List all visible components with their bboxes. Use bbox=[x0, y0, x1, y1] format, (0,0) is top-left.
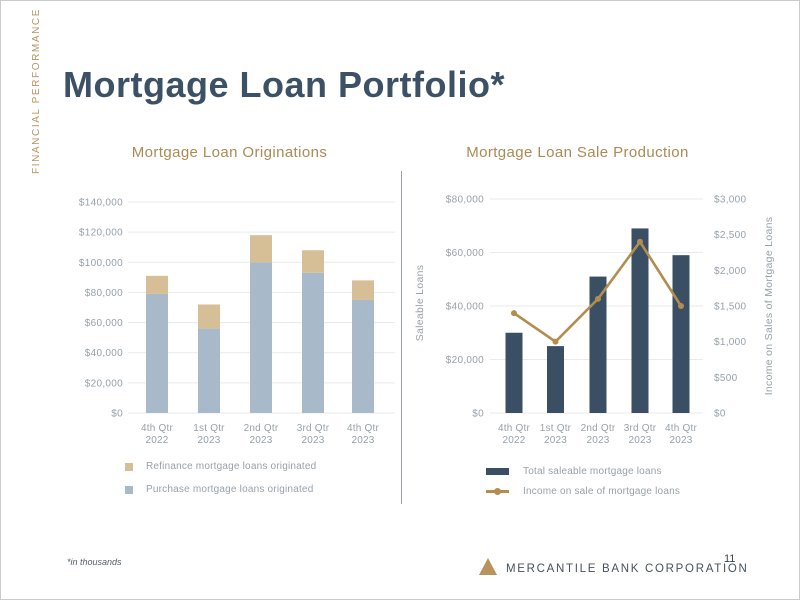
y-tick-label: $20,000 bbox=[85, 378, 123, 389]
sale-production-chart-title: Mortgage Loan Sale Production bbox=[466, 144, 689, 161]
chart-divider bbox=[401, 171, 402, 504]
x-category-label: 4th Qtr bbox=[347, 423, 379, 434]
legend-item-saleable: Total saleable mortgage loans bbox=[486, 466, 680, 477]
refinance-bar-segment bbox=[302, 250, 324, 273]
x-category-label: 1st Qtr bbox=[540, 423, 572, 434]
company-logo-triangle-icon bbox=[479, 558, 497, 575]
left-y-tick-label: $0 bbox=[472, 409, 484, 420]
right-y-tick-label: $1,000 bbox=[714, 337, 747, 348]
legend-item-refinance: Refinance mortgage loans originated bbox=[125, 461, 316, 472]
legend-item-income: Income on sale of mortgage loans bbox=[486, 486, 680, 497]
income-line-marker bbox=[552, 338, 559, 345]
originations-chart: $140,000 $120,000 $100,000 $80,000 $60,000 $4… bbox=[79, 198, 395, 446]
saleable-loans-bar bbox=[672, 255, 690, 413]
right-y-tick-label: $2,000 bbox=[714, 266, 747, 277]
x-category-label: 3rd Qtr bbox=[624, 423, 657, 434]
y-tick-label: $80,000 bbox=[85, 288, 123, 299]
x-category-label: 2023 bbox=[628, 435, 651, 446]
saleable-bar-swatch-icon bbox=[486, 468, 509, 475]
refinance-swatch-icon bbox=[125, 462, 133, 471]
purchase-swatch-icon bbox=[125, 485, 133, 494]
left-y-tick-label: $40,000 bbox=[446, 302, 484, 313]
y-tick-label: $60,000 bbox=[85, 318, 123, 329]
right-y-tick-label: $0 bbox=[714, 409, 726, 420]
left-y-tick-label: $20,000 bbox=[446, 355, 484, 366]
x-category-label: 2023 bbox=[249, 435, 272, 446]
legend-label-income: Income on sale of mortgage loans bbox=[523, 486, 681, 497]
refinance-bar-segment bbox=[198, 304, 220, 329]
x-category-label: 1st Qtr bbox=[193, 423, 225, 434]
x-category-label: 2023 bbox=[351, 435, 374, 446]
legend-label-saleable: Total saleable mortgage loans bbox=[523, 466, 662, 477]
income-line-swatch-icon bbox=[486, 488, 509, 495]
purchase-bar-segment bbox=[146, 293, 168, 413]
sale-production-legend: Total saleable mortgage loans Income on … bbox=[486, 466, 680, 506]
y-tick-label: $0 bbox=[111, 409, 123, 420]
x-category-label: 2022 bbox=[145, 435, 168, 446]
sale-production-chart: $80,000 $60,000 $40,000 $20,000 $0 $3,000 $2,5… bbox=[446, 195, 747, 447]
y-tick-label: $120,000 bbox=[79, 228, 123, 239]
refinance-bar-segment bbox=[146, 275, 168, 294]
page-number: 11 bbox=[724, 553, 736, 565]
x-category-label: 4th Qtr bbox=[498, 423, 530, 434]
x-category-label: 4th Qtr bbox=[141, 423, 173, 434]
legend-item-purchase: Purchase mortgage loans originated bbox=[125, 484, 316, 495]
income-line-marker bbox=[678, 303, 684, 309]
x-category-label: 2023 bbox=[669, 435, 692, 446]
income-line-marker bbox=[511, 310, 517, 317]
x-category-label: 4th Qtr bbox=[665, 423, 697, 434]
x-category-label: 2023 bbox=[544, 435, 567, 446]
originations-legend: Refinance mortgage loans originated Purc… bbox=[125, 461, 316, 507]
x-category-label: 3rd Qtr bbox=[297, 423, 330, 434]
saleable-loans-bar bbox=[631, 228, 649, 413]
originations-chart-title: Mortgage Loan Originations bbox=[131, 144, 328, 161]
y-tick-label: $100,000 bbox=[79, 258, 123, 269]
saleable-loans-bar bbox=[589, 276, 607, 413]
left-y-tick-label: $60,000 bbox=[446, 248, 484, 259]
footnote: *in thousands bbox=[67, 557, 122, 567]
x-category-label: 2023 bbox=[197, 435, 220, 446]
saleable-loans-bar bbox=[505, 332, 523, 413]
legend-label-purchase: Purchase mortgage loans originated bbox=[146, 484, 314, 495]
right-y-tick-label: $500 bbox=[714, 373, 738, 384]
footer-brand: MERCANTILE BANK CORPORATION bbox=[479, 558, 749, 575]
x-category-label: 2023 bbox=[301, 435, 324, 446]
refinance-bar-segment bbox=[250, 235, 272, 263]
purchase-bar-segment bbox=[250, 262, 272, 413]
right-y-tick-label: $3,000 bbox=[714, 195, 747, 206]
purchase-bar-segment bbox=[302, 272, 324, 413]
sidebar-section-label: FINANCIAL PERFORMANCE bbox=[31, 7, 42, 174]
y-tick-label: $140,000 bbox=[79, 198, 123, 209]
x-category-label: 2nd Qtr bbox=[581, 423, 616, 434]
x-category-label: 2023 bbox=[586, 435, 609, 446]
company-name: MERCANTILE BANK CORPORATION bbox=[506, 562, 749, 575]
right-y-tick-label: $1,500 bbox=[714, 302, 747, 313]
saleable-loans-bar bbox=[547, 346, 564, 413]
income-line-marker bbox=[637, 238, 643, 245]
y-tick-label: $40,000 bbox=[85, 348, 123, 359]
page-title: Mortgage Loan Portfolio* bbox=[63, 64, 505, 105]
purchase-bar-segment bbox=[198, 328, 220, 413]
income-line-marker bbox=[595, 295, 601, 302]
x-category-label: 2nd Qtr bbox=[244, 423, 279, 434]
legend-label-refinance: Refinance mortgage loans originated bbox=[146, 461, 317, 472]
purchase-bar-segment bbox=[352, 299, 374, 413]
left-y-tick-label: $80,000 bbox=[446, 195, 484, 206]
right-y-tick-label: $2,500 bbox=[714, 230, 747, 241]
refinance-bar-segment bbox=[352, 280, 374, 300]
x-category-label: 2022 bbox=[502, 435, 525, 446]
